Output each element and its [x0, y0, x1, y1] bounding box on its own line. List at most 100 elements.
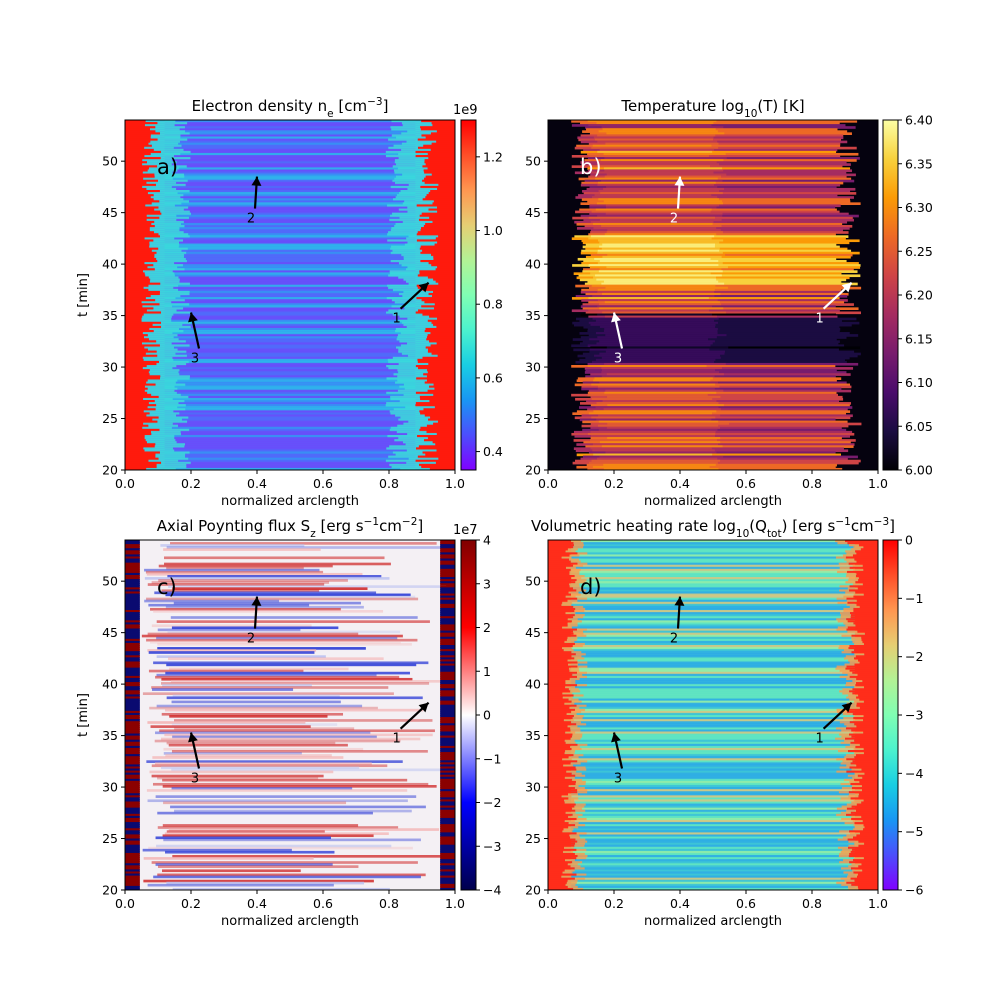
x-tick-label: 0.8 [379, 896, 399, 911]
x-tick-label: 1.0 [445, 476, 465, 491]
panel-d: 0.0 0.2 0.4 0.6 0.8 1.020253035404550normaliz… [525, 516, 923, 929]
x-tick-label: 1.0 [445, 896, 465, 911]
colorbar-tick-label: 3 [483, 576, 491, 591]
arrow-1-head [418, 282, 429, 293]
colorbar-tick-label: 6.35 [905, 156, 933, 171]
arrow-3-head [188, 732, 198, 743]
heatmap-image [125, 120, 455, 470]
arrow-2-head [251, 596, 262, 606]
colorbar-exponent: 1e7 [453, 523, 478, 538]
y-tick-label: 40 [102, 677, 118, 692]
arrow-3: 3 [188, 732, 201, 787]
y-tick-label: 50 [102, 154, 118, 169]
y-tick-label: 40 [525, 677, 541, 692]
colorbar-tick-label: −4 [483, 883, 501, 898]
arrow-3-head [611, 312, 621, 323]
x-tick-label: 0.8 [379, 476, 399, 491]
x-tick-label: 0.8 [802, 896, 822, 911]
x-tick-label: 0.0 [538, 896, 558, 911]
colorbar-tick-label: 1 [483, 664, 491, 679]
x-axis-label: normalized arclength [221, 914, 359, 929]
y-tick-label: 45 [525, 205, 541, 220]
y-tick-label: 50 [525, 154, 541, 169]
y-axis-label: t [min] [76, 693, 91, 737]
arrow-2-label: 2 [670, 632, 678, 647]
arrow-3-head [611, 732, 621, 743]
x-axis-label: normalized arclength [221, 494, 359, 509]
panel-a: 0.0 0.2 0.4 0.6 0.8 1.0 20 25 30 35 40 45 50 normaliz… [76, 96, 503, 509]
y-tick-label: 30 [525, 360, 541, 375]
y-tick-label: 25 [102, 831, 118, 846]
x-tick-label: 0.4 [670, 896, 690, 911]
arrow-1-label: 1 [815, 732, 823, 747]
colorbar-tick-label: 0.4 [483, 444, 503, 459]
colorbar [460, 539, 477, 891]
axes-frame [547, 539, 879, 891]
y-tick-label: 30 [102, 780, 118, 795]
arrow-2-label: 2 [247, 632, 255, 647]
y-axis-label: t [min] [76, 273, 91, 317]
colorbar-tick-label: 1.0 [483, 223, 503, 238]
arrow-3-head [188, 312, 198, 323]
y-tick-label: 35 [102, 308, 118, 323]
arrow-1: 1 [815, 281, 853, 327]
colorbar-tick-label: 6.05 [905, 419, 933, 434]
y-tick-label: 40 [102, 257, 118, 272]
x-tick-label: 0.2 [604, 896, 624, 911]
arrow-1: 1 [392, 701, 430, 747]
panel-letter: b) [580, 155, 602, 179]
colorbar [882, 119, 899, 471]
colorbar-tick-label: 6.20 [905, 288, 933, 303]
colorbar-tick-label: 0 [905, 533, 913, 548]
y-tick-label: 45 [102, 625, 118, 640]
x-tick-label: 0.2 [181, 476, 201, 491]
panel-letter: c) [157, 575, 177, 599]
colorbar-tick-label: 0.6 [483, 370, 503, 385]
panel-title: Temperature log10(T) [K] [620, 97, 804, 120]
x-tick-label: 0.0 [115, 896, 135, 911]
arrow-2: 2 [247, 176, 262, 227]
x-tick-label: 0.4 [247, 896, 267, 911]
arrow-3: 3 [611, 732, 624, 787]
colorbar-tick-label: 6.25 [905, 244, 933, 259]
arrow-1-label: 1 [815, 312, 823, 327]
y-tick-label: 20 [525, 883, 541, 898]
colorbar-tick-label: −6 [905, 883, 923, 898]
x-tick-label: 0.6 [313, 896, 333, 911]
x-tick-label: 0.0 [538, 476, 558, 491]
y-tick-label: 20 [102, 883, 118, 898]
arrow-1-label: 1 [392, 312, 400, 327]
arrow-2: 2 [670, 596, 685, 647]
y-tick-label: 20 [102, 463, 118, 478]
colorbar-tick-label: 2 [483, 620, 491, 635]
colorbar-tick-label: 0 [483, 708, 491, 723]
arrow-2-label: 2 [247, 212, 255, 227]
colorbar-tick-label: 6.30 [905, 200, 933, 215]
x-tick-label: 0.0 [115, 476, 135, 491]
panel-title: Axial Poynting flux Sz [erg s−1cm−2] [157, 516, 424, 540]
y-tick-label: 25 [525, 411, 541, 426]
x-tick-label: 1.0 [868, 476, 888, 491]
arrow-3-label: 3 [191, 352, 199, 367]
panel-b: 0.0 0.2 0.4 0.6 0.8 1.0 20 25 30 35 40 45 50 normaliz… [525, 97, 933, 509]
x-tick-label: 0.8 [802, 476, 822, 491]
y-tick-label: 35 [102, 728, 118, 743]
colorbar-tick-label: −2 [483, 795, 501, 810]
x-tick-label: 0.2 [181, 896, 201, 911]
colorbar-exponent: 1e9 [453, 103, 478, 118]
y-tick-label: 25 [102, 411, 118, 426]
panel-c: 0.0 0.2 0.4 0.6 0.8 1.020253035404550normaliz… [76, 516, 501, 929]
y-tick-label: 25 [525, 831, 541, 846]
x-tick-label: 0.2 [604, 476, 624, 491]
colorbar-tick-label: −3 [905, 708, 923, 723]
arrow-2-head [674, 596, 685, 606]
y-tick-label: 50 [525, 574, 541, 589]
colorbar [460, 119, 477, 471]
heatmap-image [125, 540, 455, 890]
arrow-1: 1 [815, 701, 853, 747]
arrow-1-head [841, 282, 852, 293]
x-axis-label: normalized arclength [644, 494, 782, 509]
panel-letter: d) [580, 575, 602, 599]
colorbar-tick-label: 6.40 [905, 113, 933, 128]
